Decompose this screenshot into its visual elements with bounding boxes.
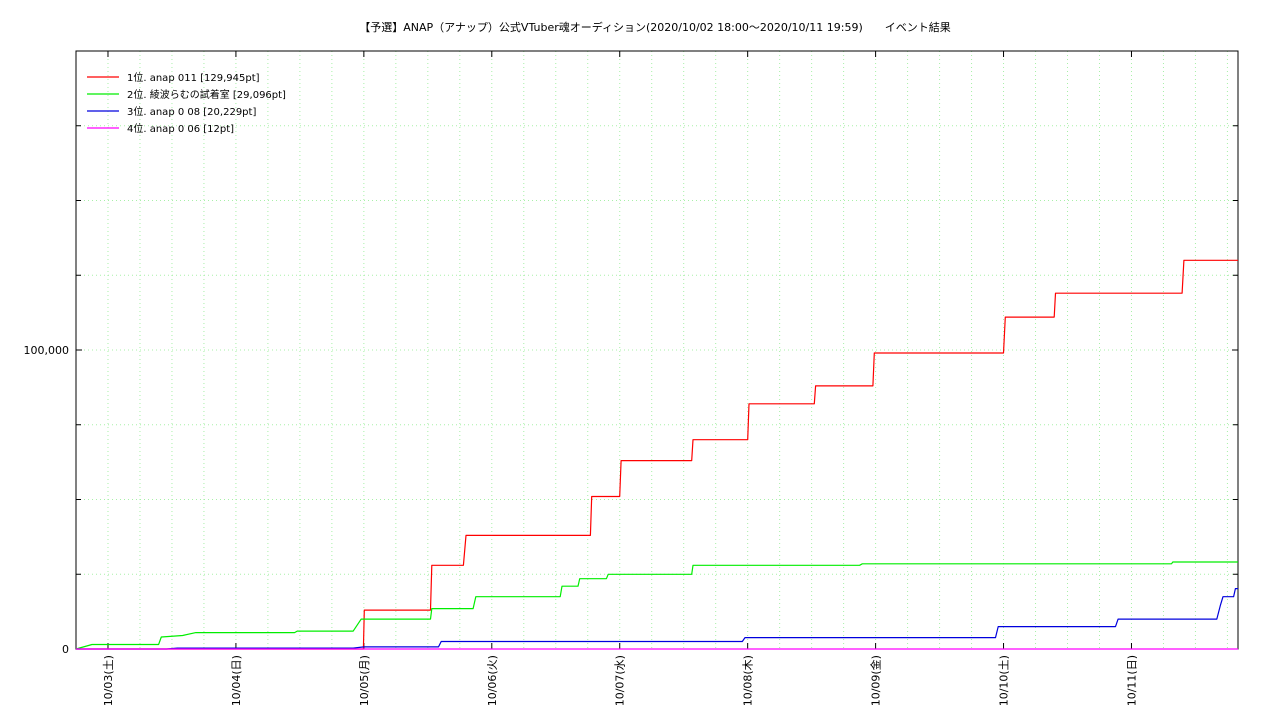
grid-lines bbox=[76, 51, 1238, 649]
legend-label: 4位. anap 0 06 [12pt] bbox=[127, 122, 234, 135]
x-tick-label: 10/05(月) bbox=[358, 655, 371, 706]
series-line-3 bbox=[76, 587, 1238, 650]
x-tick-label: 10/11(日) bbox=[1125, 655, 1138, 706]
legend-label: 1位. anap 011 [129,945pt] bbox=[127, 71, 260, 84]
y-axis: 0 100,000 bbox=[24, 125, 1238, 656]
x-tick-label: 10/09(金) bbox=[869, 655, 883, 706]
x-tick-label: 10/03(土) bbox=[102, 655, 115, 706]
x-tick-label: 10/06(火) bbox=[486, 655, 499, 706]
x-tick-label: 10/10(土) bbox=[998, 655, 1011, 706]
x-axis: 10/03(土) 10/04(日) 10/05(月) 10/06(火) 10/07(水)… bbox=[102, 51, 1138, 706]
chart-title: 【予選】ANAP（アナップ）公式VTuber魂オーディション(2020/10/0… bbox=[359, 20, 951, 34]
x-tick-label: 10/08(木) bbox=[742, 655, 755, 706]
legend: 1位. anap 011 [129,945pt] 2位. 綾波らむの試着室 [29… bbox=[87, 71, 286, 135]
series-line-1 bbox=[76, 259, 1238, 650]
x-tick-label: 10/04(日) bbox=[230, 655, 243, 706]
y-tick-label: 0 bbox=[62, 643, 69, 656]
legend-label: 2位. 綾波らむの試着室 [29,096pt] bbox=[127, 88, 286, 101]
y-tick-label: 100,000 bbox=[24, 344, 70, 357]
legend-label: 3位. anap 0 08 [20,229pt] bbox=[127, 105, 256, 118]
x-tick-label: 10/07(水) bbox=[614, 655, 627, 706]
series-lines bbox=[75, 259, 1238, 650]
series-line-2 bbox=[75, 561, 1238, 650]
